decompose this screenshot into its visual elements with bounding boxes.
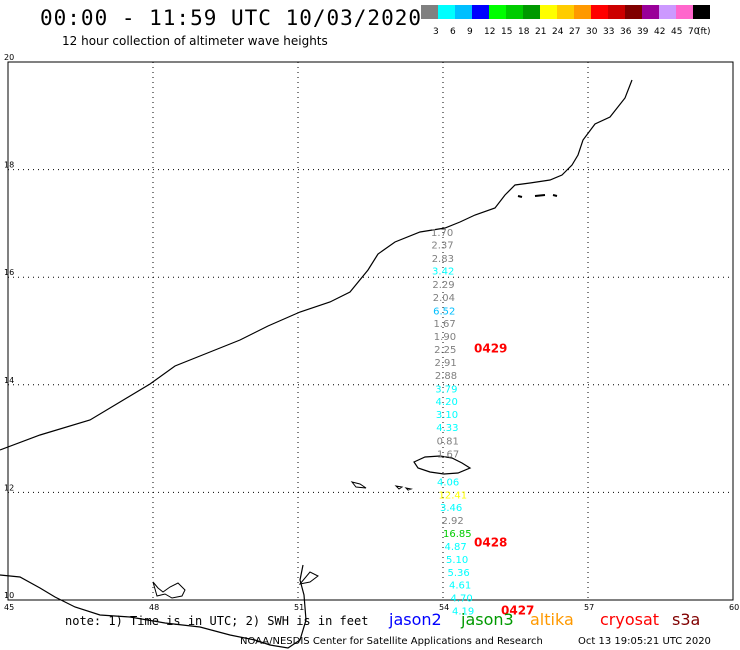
- colorbar-label: 36: [620, 27, 632, 37]
- island-small: [298, 571, 319, 585]
- footer-note: note: 1) Time is in UTC; 2) SWH is in fe…: [65, 614, 369, 628]
- colorbar-swatch: [455, 5, 472, 19]
- coastline-horn-of-africa: [0, 564, 307, 649]
- colorbar-swatch: [591, 5, 608, 19]
- colorbar-swatch: [642, 5, 659, 19]
- wave-height-reading: 3.46: [440, 503, 462, 514]
- pass-date-label: 0429: [474, 342, 507, 356]
- colorbar-label: 6: [450, 27, 456, 37]
- wave-height-reading: 4.19: [452, 607, 474, 618]
- wave-height-reading: 3.42: [432, 267, 454, 278]
- island-socotra: [413, 455, 472, 475]
- colorbar-label: 39: [637, 27, 649, 37]
- satellite-legend-altika: altika: [530, 610, 574, 629]
- x-tick-label: 54: [439, 603, 449, 612]
- colorbar-swatch: [659, 5, 676, 19]
- y-tick-label: 16: [4, 268, 14, 277]
- colorbar-swatch: [523, 5, 540, 19]
- colorbar-label: 33: [603, 27, 615, 37]
- colorbar-label: 9: [467, 27, 473, 37]
- wave-height-reading: 4.70: [451, 594, 473, 605]
- x-tick-label: 60: [729, 603, 739, 612]
- colorbar-label: 27: [569, 27, 581, 37]
- satellite-legend-jason2: jason2: [389, 610, 442, 629]
- island-small: [152, 581, 186, 599]
- colorbar-swatch: [608, 5, 625, 19]
- x-tick-label: 48: [149, 603, 159, 612]
- colorbar-label: 45: [671, 27, 683, 37]
- x-tick-label: 45: [4, 603, 14, 612]
- colorbar-swatch: [421, 5, 438, 19]
- colorbar-swatch: [625, 5, 642, 19]
- colorbar-label: 21: [535, 27, 547, 37]
- wave-height-reading: 2.29: [432, 280, 454, 291]
- colorbar-label: 12: [484, 27, 496, 37]
- wave-height-reading: 12.41: [439, 490, 468, 501]
- wave-height-reading: 6.52: [433, 306, 455, 317]
- y-tick-label: 20: [4, 53, 14, 62]
- colorbar-label: 18: [518, 27, 530, 37]
- wave-height-reading: 0.81: [437, 437, 459, 448]
- colorbar-label: 30: [586, 27, 598, 37]
- wave-height-reading: 4.20: [436, 397, 458, 408]
- x-tick-label: 51: [294, 603, 304, 612]
- credit-text: NOAA/NESDIS Center for Satellite Applica…: [240, 636, 543, 647]
- colorbar-label: (ft): [697, 27, 711, 37]
- colorbar-label: 42: [654, 27, 666, 37]
- island-small: [350, 481, 367, 489]
- colorbar-swatch: [693, 5, 710, 19]
- wave-height-reading: 2.88: [435, 371, 457, 382]
- pass-date-label: 0428: [474, 536, 507, 550]
- generated-timestamp: Oct 13 19:05:21 UTC 2020: [578, 636, 711, 647]
- satellite-legend-jason3: jason3: [461, 610, 514, 629]
- wave-height-reading: 5.36: [448, 568, 470, 579]
- colorbar-swatch: [506, 5, 523, 19]
- y-tick-label: 18: [4, 161, 14, 170]
- wave-height-reading: 1.67: [437, 449, 459, 460]
- wave-height-reading: 5.10: [446, 555, 468, 566]
- wave-height-reading: 4.33: [436, 423, 458, 434]
- colorbar-swatch: [489, 5, 506, 19]
- wave-height-reading: 16.85: [443, 529, 472, 540]
- colorbar-label: 70: [688, 27, 700, 37]
- wave-height-reading: 1.90: [434, 332, 456, 343]
- wave-height-reading: 4.61: [449, 581, 471, 592]
- colorbar-swatch: [472, 5, 489, 19]
- page-title: 00:00 - 11:59 UTC 10/03/2020: [40, 6, 423, 30]
- colorbar-label: 3: [433, 27, 439, 37]
- wave-height-reading: 2.37: [431, 241, 453, 252]
- colorbar-swatch: [438, 5, 455, 19]
- wave-height-reading: 1.67: [433, 319, 455, 330]
- page-subtitle: 12 hour collection of altimeter wave hei…: [62, 34, 328, 48]
- y-tick-label: 12: [4, 483, 14, 492]
- wave-height-reading: 2.25: [434, 345, 456, 356]
- pass-date-label: 0427: [501, 604, 534, 618]
- colorbar-swatch: [557, 5, 574, 19]
- wave-height-reading: 4.06: [437, 477, 459, 488]
- wave-height-reading: 2.04: [433, 293, 455, 304]
- y-tick-label: 10: [4, 591, 14, 600]
- satellite-legend-cryosat: cryosat: [600, 610, 660, 629]
- wave-height-reading: 2.83: [432, 254, 454, 265]
- satellite-legend-s3a: s3a: [672, 610, 701, 629]
- coastline-arabian-peninsula: [0, 79, 633, 451]
- colorbar-swatch: [574, 5, 591, 19]
- colorbar-swatch: [676, 5, 693, 19]
- island-small: [517, 194, 558, 198]
- y-tick-label: 14: [4, 376, 14, 385]
- wave-height-reading: 3.10: [436, 410, 458, 421]
- wave-height-reading: 2.92: [442, 516, 464, 527]
- colorbar-label: 24: [552, 27, 564, 37]
- map-frame: [7, 61, 734, 601]
- wave-height-reading: 3.79: [435, 384, 457, 395]
- colorbar-label: 15: [501, 27, 513, 37]
- colorbar-swatch: [540, 5, 557, 19]
- wave-height-reading: 1.70: [431, 228, 453, 239]
- x-tick-label: 57: [584, 603, 594, 612]
- island-small: [394, 485, 413, 491]
- wave-height-reading: 4.87: [445, 542, 467, 553]
- wave-height-reading: 2.91: [435, 358, 457, 369]
